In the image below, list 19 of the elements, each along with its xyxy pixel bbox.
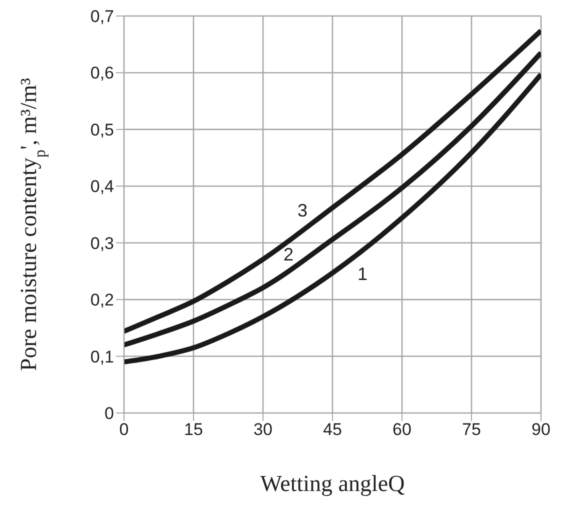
y-tick-label: 0,6 (90, 64, 114, 83)
y-tick-label: 0,5 (90, 120, 114, 140)
x-tick-label: 45 (323, 420, 342, 440)
series-label: 3 (297, 200, 308, 221)
x-tick-label: 30 (254, 420, 272, 440)
y-tick-label: 0,2 (90, 290, 114, 310)
x-tick-label: 75 (462, 420, 481, 440)
x-axis-title: Wetting angleQ (260, 471, 406, 496)
x-tick-label: 90 (532, 420, 550, 440)
x-tick-label: 15 (184, 420, 203, 440)
y-tick-label: 0 (104, 404, 114, 424)
y-tick-label: 0,7 (90, 7, 114, 26)
x-tick-label: 60 (392, 420, 412, 440)
y-tick-label: 0,4 (90, 177, 114, 196)
y-tick-label: 0,1 (90, 347, 114, 366)
series-label: 1 (357, 264, 368, 284)
y-tick-label: 0,3 (90, 234, 114, 253)
series-label: 2 (283, 244, 294, 264)
x-tick-label: 0 (119, 420, 129, 440)
